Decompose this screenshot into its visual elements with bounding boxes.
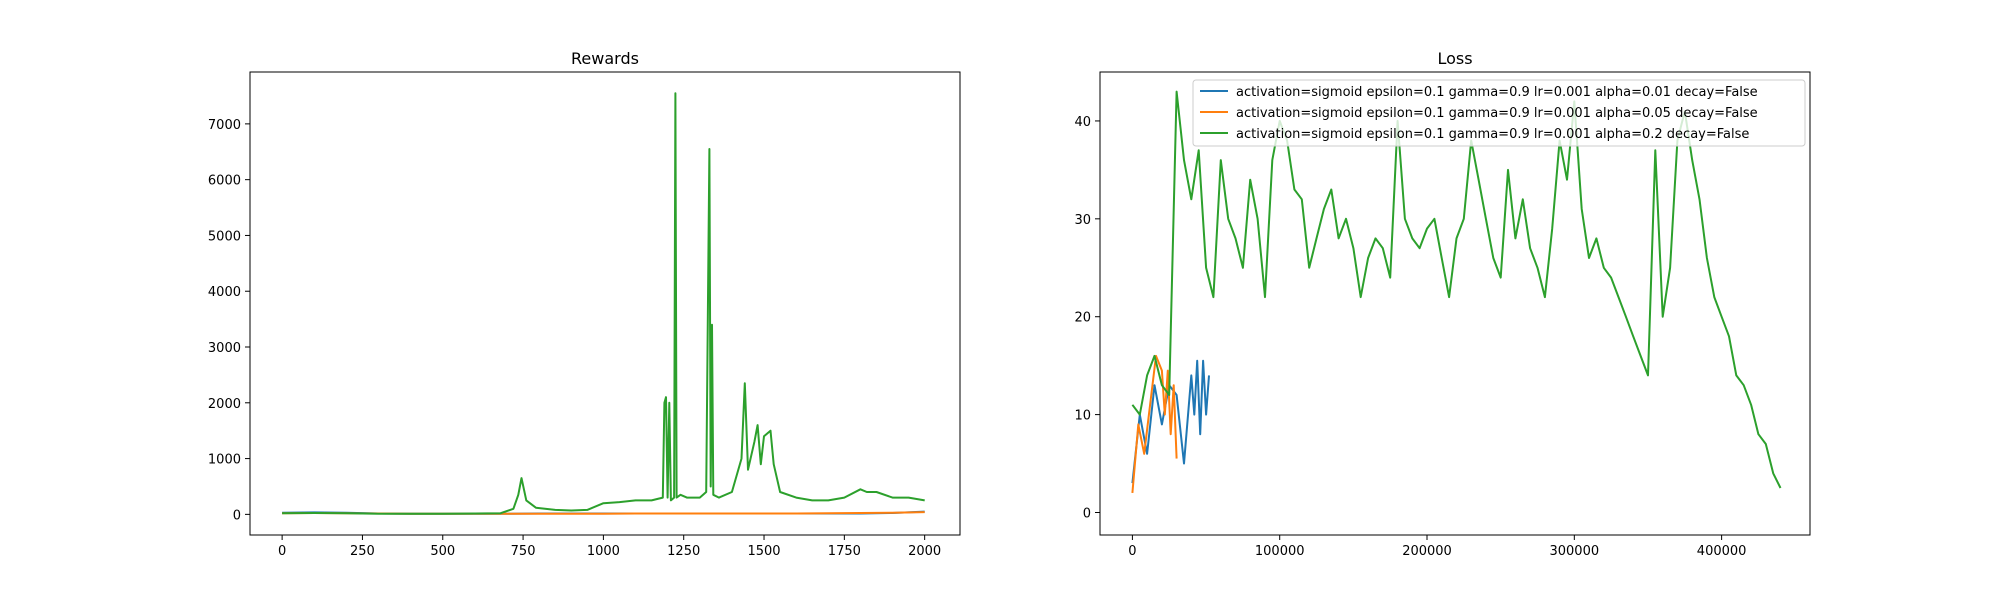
y-tick-label: 4000 — [208, 285, 241, 300]
x-tick-label: 1250 — [667, 544, 700, 559]
x-tick-label: 1750 — [828, 544, 861, 559]
y-tick-label: 0 — [233, 508, 241, 523]
series-line-1 — [1131, 354, 1178, 493]
x-tick-label: 1500 — [747, 544, 780, 559]
y-tick-label: 40 — [1074, 115, 1091, 130]
loss-chart-title: Loss — [1437, 49, 1472, 68]
loss-y-ticks: 0 10 20 30 40 — [1074, 115, 1100, 521]
loss-series-layer — [1131, 90, 1782, 493]
y-tick-label: 7000 — [208, 118, 241, 133]
rewards-plot-frame — [249, 71, 961, 536]
y-tick-label: 6000 — [208, 174, 241, 189]
y-tick-label: 2000 — [208, 397, 241, 412]
rewards-chart: Rewards 0 250 500 750 1000 1250 1500 1750 2000 0… — [208, 49, 961, 559]
x-tick-label: 300000 — [1549, 544, 1599, 559]
x-tick-label: 500 — [430, 544, 455, 559]
rewards-x-ticks: 0 250 500 750 1000 1250 1500 1750 2000 — [278, 535, 941, 559]
y-tick-label: 0 — [1083, 506, 1091, 521]
legend-label-2: activation=sigmoid epsilon=0.1 gamma=0.9… — [1236, 127, 1749, 142]
loss-legend: activation=sigmoid epsilon=0.1 gamma=0.9… — [1192, 79, 1806, 147]
x-tick-label: 1000 — [587, 544, 620, 559]
loss-chart: Loss 0 100000 200000 300000 400000 0 10 20 30 40… — [1074, 49, 1811, 559]
x-tick-label: 0 — [278, 544, 286, 559]
y-tick-label: 3000 — [208, 341, 241, 356]
x-tick-label: 400000 — [1697, 544, 1747, 559]
rewards-y-ticks: 0 1000 2000 3000 4000 5000 6000 7000 — [208, 118, 250, 523]
series-line-2 — [282, 92, 925, 515]
loss-plot-frame — [1099, 71, 1811, 536]
loss-x-ticks: 0 100000 200000 300000 400000 — [1128, 535, 1746, 559]
x-tick-label: 100000 — [1255, 544, 1305, 559]
y-tick-label: 20 — [1074, 311, 1091, 326]
legend-label-1: activation=sigmoid epsilon=0.1 gamma=0.9… — [1236, 106, 1758, 121]
x-tick-label: 250 — [350, 544, 375, 559]
y-tick-label: 5000 — [208, 229, 241, 244]
series-line-0 — [1131, 359, 1210, 484]
rewards-chart-title: Rewards — [571, 49, 639, 68]
x-tick-label: 200000 — [1402, 544, 1452, 559]
x-tick-label: 750 — [511, 544, 536, 559]
series-line-2 — [1131, 90, 1782, 489]
legend-box — [1192, 79, 1806, 147]
x-tick-label: 2000 — [908, 544, 941, 559]
y-tick-label: 30 — [1074, 213, 1091, 228]
y-tick-label: 1000 — [208, 453, 241, 468]
legend-label-0: activation=sigmoid epsilon=0.1 gamma=0.9… — [1236, 85, 1758, 100]
rewards-series-layer — [282, 92, 925, 515]
y-tick-label: 10 — [1074, 409, 1091, 424]
x-tick-label: 0 — [1128, 544, 1136, 559]
